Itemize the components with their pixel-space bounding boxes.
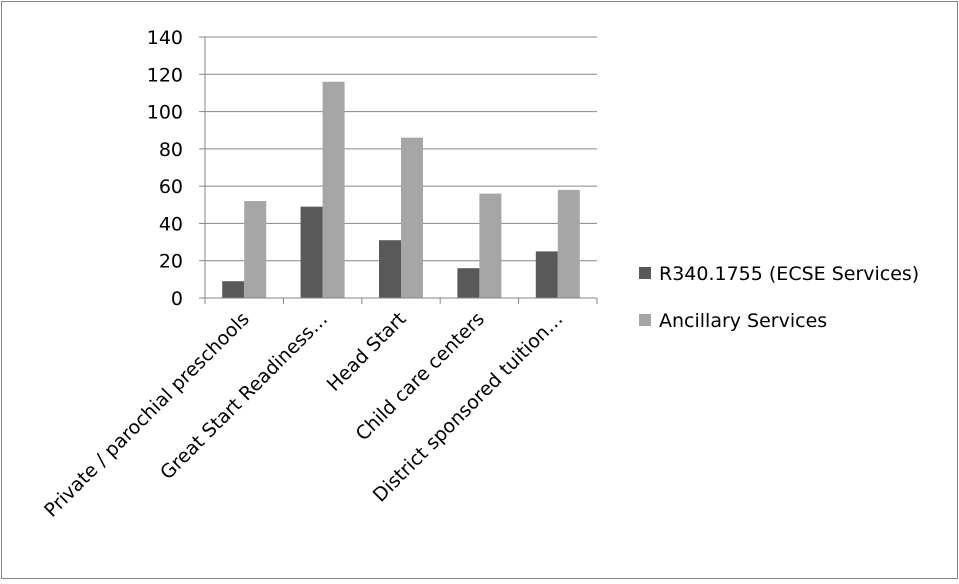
bar-ancillary bbox=[322, 81, 345, 298]
bar-ancillary bbox=[401, 137, 423, 298]
bar-ancillary bbox=[479, 193, 502, 298]
axes bbox=[199, 36, 598, 304]
y-tick-label: 60 bbox=[159, 176, 183, 198]
gridlines bbox=[205, 36, 597, 262]
bar-ecse bbox=[300, 206, 323, 298]
bar-ancillary bbox=[557, 189, 580, 298]
legend-swatch bbox=[639, 267, 651, 279]
y-tick-label: 40 bbox=[159, 213, 183, 235]
y-tick-label: 120 bbox=[147, 64, 183, 86]
bar-ecse bbox=[222, 281, 245, 298]
y-axis-ticks: 0 20 40 60 80 100 120 140 bbox=[147, 27, 183, 310]
y-tick-label: 140 bbox=[147, 27, 183, 49]
bar-ecse bbox=[379, 240, 401, 298]
legend-label: Ancillary Services bbox=[659, 310, 827, 332]
bar-ecse bbox=[457, 268, 480, 298]
y-tick-label: 0 bbox=[171, 288, 183, 310]
bar-ancillary bbox=[244, 201, 267, 298]
bars bbox=[222, 81, 580, 298]
legend-label: R340.1755 (ECSE Services) bbox=[659, 263, 919, 285]
y-tick-label: 100 bbox=[147, 102, 183, 124]
y-tick-label: 20 bbox=[159, 251, 183, 273]
bar-ecse bbox=[535, 251, 558, 298]
y-tick-label: 80 bbox=[159, 139, 183, 161]
legend-swatch bbox=[639, 314, 651, 326]
legend: R340.1755 (ECSE Services) Ancillary Servi… bbox=[639, 263, 919, 332]
